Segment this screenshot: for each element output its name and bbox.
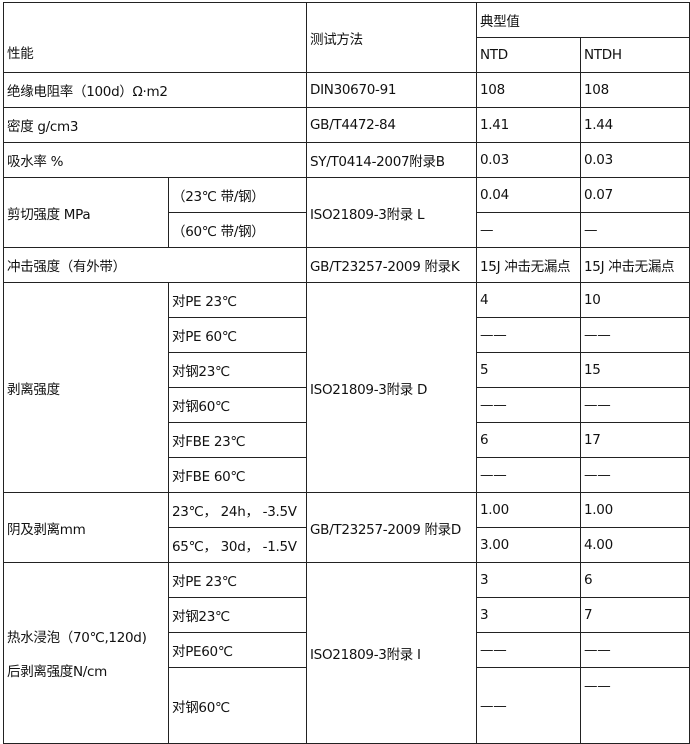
row-ntd: 0.04	[476, 177, 581, 213]
sub-label: 对FBE 23℃	[168, 422, 307, 458]
table-row: 吸水率 % SY/T0414-2007附录B 0.03 0.03	[3, 142, 690, 178]
row-label: 吸水率 %	[3, 142, 307, 178]
row-ntdh: ——	[580, 667, 690, 744]
table-row: 对钢60℃ —— ——	[4, 387, 690, 423]
table-row: 热水浸泡（70℃,120d) 后剥离强度N/cm 对PE 23℃ ISO2180…	[3, 562, 690, 744]
table-row: 对钢23℃ 5 15	[4, 352, 690, 388]
row-method: SY/T0414-2007附录B	[306, 142, 477, 178]
row-ntd: 3	[476, 597, 581, 633]
row-ntd: —	[476, 212, 581, 248]
header-method: 测试方法	[306, 2, 477, 73]
row-ntd: ——	[476, 632, 581, 668]
table-row: 对钢60℃ —— ——	[4, 667, 690, 744]
row-ntd: 6	[476, 422, 581, 458]
sub-label: 对PE 60℃	[168, 317, 307, 353]
row-ntdh: ——	[580, 632, 690, 668]
sub-label: 对PE60℃	[168, 632, 307, 668]
row-ntdh: ——	[580, 317, 690, 353]
row-ntdh: 0.07	[580, 177, 690, 213]
row-label: 密度 g/cm3	[3, 107, 307, 143]
sub-label: 对钢60℃	[168, 667, 307, 744]
row-ntd: 3.00	[476, 527, 581, 563]
row-label: 剥离强度	[3, 282, 169, 493]
row-ntd: 5	[476, 352, 581, 388]
header-row: 性能 测试方法 典型值	[3, 2, 690, 73]
sub-label: 对PE 23℃	[168, 282, 307, 318]
row-method: GB/T23257-2009 附录D	[306, 492, 477, 563]
row-ntdh: 1.00	[580, 492, 690, 528]
table-row: 65℃， 30d， -1.5V 3.00 4.00	[4, 527, 690, 563]
row-ntdh: 1.44	[580, 107, 690, 143]
header-property: 性能	[3, 2, 307, 73]
row-ntdh: 15J 冲击无漏点	[580, 247, 690, 283]
table-row: 对PE 60℃ —— ——	[4, 317, 690, 353]
row-label: 阴及剥离mm	[3, 492, 169, 563]
sub-label: 对钢23℃	[168, 352, 307, 388]
sub-label: （60℃ 带/钢）	[168, 212, 307, 248]
header-ntdh: NTDH	[580, 37, 690, 73]
properties-table: 性能 测试方法 典型值 NTD NTDH 绝缘电阻率（100d）Ω·m2 DIN…	[3, 2, 690, 744]
sub-label: 对钢60℃	[168, 387, 307, 423]
table-row: 剥离强度 对PE 23℃ ISO21809-3附录 D 4 10	[3, 282, 690, 493]
row-ntd: 15J 冲击无漏点	[476, 247, 581, 283]
row-ntd: ——	[476, 387, 581, 423]
row-ntd: ——	[476, 667, 581, 744]
row-ntdh: ——	[580, 457, 690, 493]
row-method: ISO21809-3附录 I	[306, 562, 477, 744]
table-row: 对FBE 60℃ —— ——	[4, 457, 690, 493]
row-method: ISO21809-3附录 L	[306, 177, 477, 248]
row-ntdh: 108	[580, 72, 690, 108]
row-label-line2: 后剥离强度N/cm	[7, 664, 108, 680]
row-ntd: ——	[476, 457, 581, 493]
row-ntd: 0.03	[476, 142, 581, 178]
row-label-line1: 热水浸泡（70℃,120d)	[7, 630, 147, 646]
row-ntdh: —	[580, 212, 690, 248]
header-typical: 典型值	[476, 2, 690, 38]
row-label: 冲击强度（有外带）	[3, 247, 307, 283]
row-method: DIN30670-91	[306, 72, 477, 108]
row-method: GB/T23257-2009 附录K	[306, 247, 477, 283]
table-row: （60℃ 带/钢） — —	[4, 212, 690, 248]
row-ntd: 3	[476, 562, 581, 598]
table-row: 剪切强度 MPa （23℃ 带/钢） ISO21809-3附录 L 0.04 0…	[3, 177, 690, 248]
table-row: 对PE60℃ —— ——	[4, 632, 690, 668]
sub-label: （23℃ 带/钢）	[168, 177, 307, 213]
row-label: 绝缘电阻率（100d）Ω·m2	[3, 72, 307, 108]
row-label: 热水浸泡（70℃,120d) 后剥离强度N/cm	[3, 562, 169, 744]
row-ntdh: 6	[580, 562, 690, 598]
row-ntdh: 17	[580, 422, 690, 458]
row-ntdh: 0.03	[580, 142, 690, 178]
table-row: 密度 g/cm3 GB/T4472-84 1.41 1.44	[3, 107, 690, 143]
table-row: 绝缘电阻率（100d）Ω·m2 DIN30670-91 108 108	[3, 72, 690, 108]
row-ntdh: 7	[580, 597, 690, 633]
row-label: 剪切强度 MPa	[3, 177, 169, 248]
row-method: GB/T4472-84	[306, 107, 477, 143]
sub-label: 65℃， 30d， -1.5V	[168, 527, 307, 563]
sub-label: 对PE 23℃	[168, 562, 307, 598]
sub-label: 23℃， 24h， -3.5V	[168, 492, 307, 528]
row-ntdh: 10	[580, 282, 690, 318]
row-method: ISO21809-3附录 D	[306, 282, 477, 493]
table-row: 冲击强度（有外带） GB/T23257-2009 附录K 15J 冲击无漏点 1…	[3, 247, 690, 283]
table-row: 阴及剥离mm 23℃， 24h， -3.5V GB/T23257-2009 附录…	[3, 492, 690, 563]
row-ntd: ——	[476, 317, 581, 353]
sub-label: 对钢23℃	[168, 597, 307, 633]
row-ntd: 108	[476, 72, 581, 108]
header-row: NTD NTDH	[4, 37, 690, 73]
row-ntd: 1.00	[476, 492, 581, 528]
row-ntdh: 15	[580, 352, 690, 388]
header-ntd: NTD	[476, 37, 581, 73]
row-ntdh: ——	[580, 387, 690, 423]
sub-label: 对FBE 60℃	[168, 457, 307, 493]
row-ntdh: 4.00	[580, 527, 690, 563]
row-ntd: 1.41	[476, 107, 581, 143]
row-ntd: 4	[476, 282, 581, 318]
